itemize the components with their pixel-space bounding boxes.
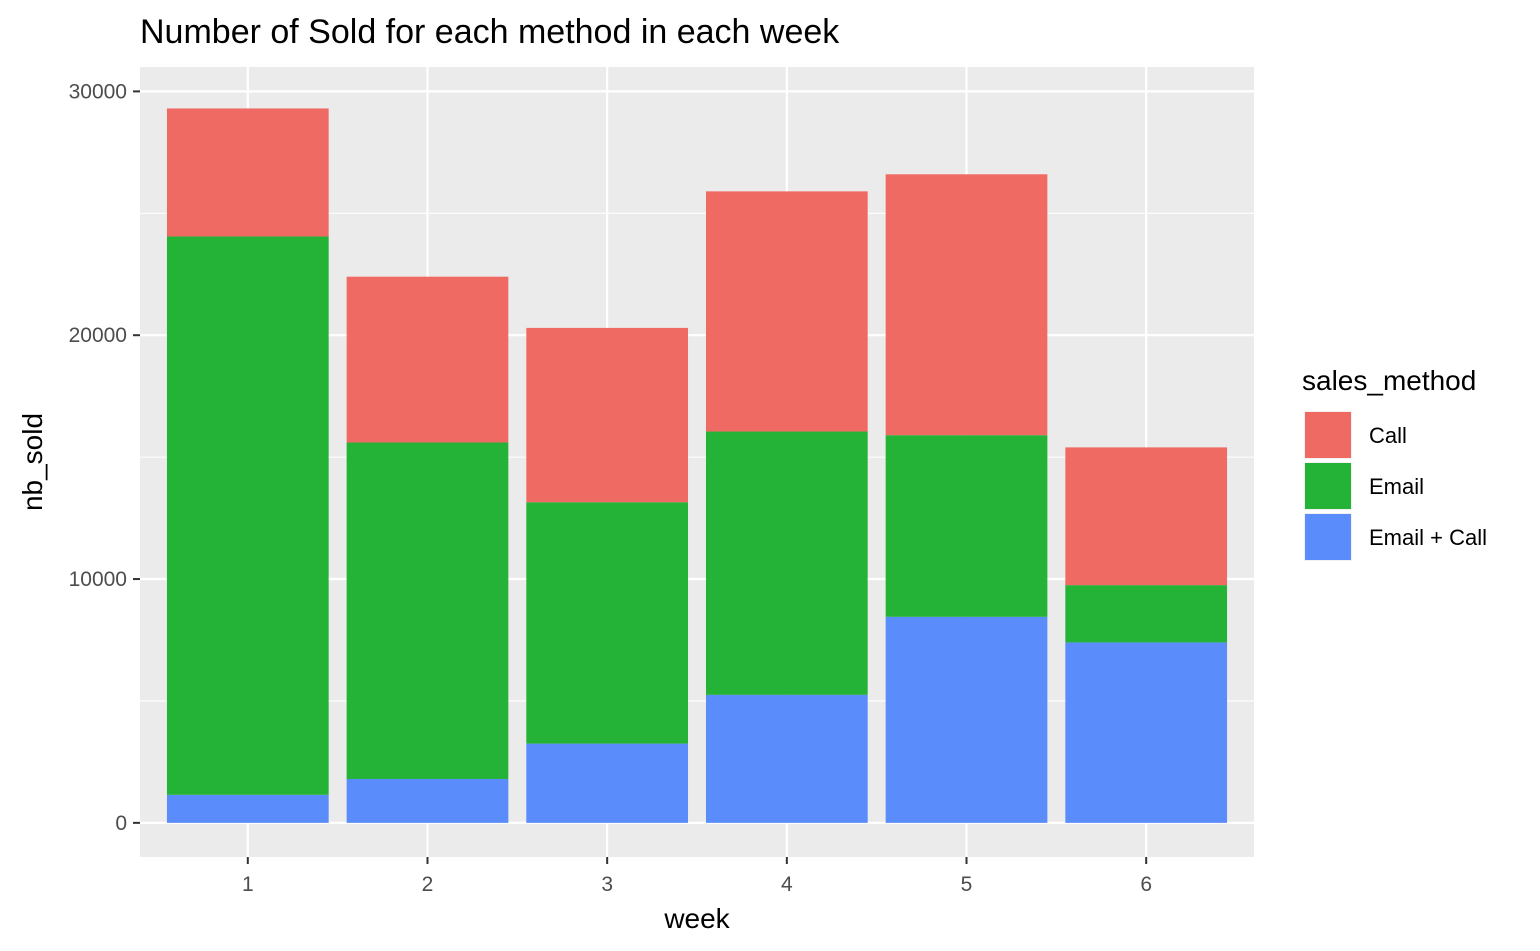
bar-week-1-email (166, 236, 329, 795)
x-tick-label: 1 (242, 873, 254, 896)
bar-week-5-call (885, 174, 1048, 436)
chart-title: Number of Sold for each method in each w… (140, 13, 840, 51)
bar-week-6-email-call (1065, 642, 1228, 823)
legend-label-email: Email (1369, 474, 1424, 499)
legend-key-email-call (1305, 514, 1351, 560)
bars (166, 108, 1228, 823)
bar-week-5-email-call (885, 616, 1048, 823)
y-tick-label: 10000 (69, 568, 127, 591)
bar-week-4-email-call (705, 694, 868, 823)
bar-week-5-email (885, 435, 1048, 617)
x-tick-label: 2 (422, 873, 434, 896)
bar-week-2-email (346, 442, 509, 779)
bar-week-4-email (705, 431, 868, 695)
x-tick-label: 4 (781, 873, 793, 896)
bar-week-3-call (526, 327, 689, 503)
bar-week-1-call (166, 108, 329, 237)
bar-week-3-email (526, 502, 689, 744)
legend-key-email (1305, 463, 1351, 509)
legend-key-call (1305, 412, 1351, 458)
y-tick-label: 20000 (69, 324, 127, 347)
bar-week-4-call (705, 191, 868, 432)
y-axis: 0 10000 20000 30000 (69, 80, 140, 835)
legend: sales_method Call Email Email + Call (1302, 365, 1487, 561)
x-tick-label: 5 (961, 873, 973, 896)
y-tick-label: 30000 (69, 80, 127, 103)
x-tick-label: 3 (601, 873, 613, 896)
bar-week-3-email-call (526, 743, 689, 823)
legend-label-call: Call (1369, 423, 1407, 448)
x-axis-title: week (663, 903, 730, 934)
bar-week-1-email-call (166, 794, 329, 823)
bar-week-2-email-call (346, 778, 509, 823)
bar-week-6-call (1065, 447, 1228, 586)
x-tick-label: 6 (1140, 873, 1152, 896)
bar-week-6-email (1065, 585, 1228, 643)
y-tick-label: 0 (115, 812, 127, 835)
legend-label-email-call: Email + Call (1369, 525, 1487, 550)
x-axis: 1 2 3 4 5 6 (242, 857, 1152, 896)
y-axis-title: nb_sold (17, 413, 48, 511)
legend-title: sales_method (1302, 365, 1476, 396)
bar-week-2-call (346, 276, 509, 443)
